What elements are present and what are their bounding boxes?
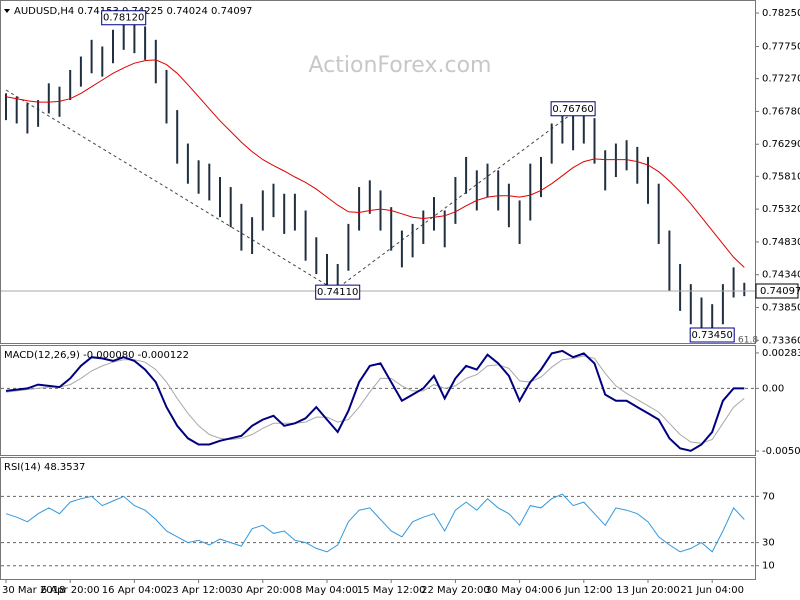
y-tick-label: 70	[762, 491, 775, 502]
y-tick-label: -0.005021	[762, 446, 800, 457]
menu-arrow	[4, 9, 10, 13]
indicator-line	[5, 493, 745, 553]
price-panel	[0, 0, 756, 344]
y-tick-label: 0.73360	[762, 335, 800, 346]
x-tick-label: 13 Jun 20:00	[616, 585, 680, 596]
y-tick-label: 0.77270	[762, 74, 800, 85]
x-tick-label: 15 May 12:00	[357, 585, 426, 596]
current-price-box	[755, 283, 799, 299]
x-tick-label: 30 Mar 2018	[2, 585, 65, 596]
y-tick-label: 0.77750	[762, 42, 800, 53]
y-tick-label: 0.00	[762, 383, 784, 394]
y-tick-label: 10	[762, 561, 775, 572]
y-tick-label: 0.76290	[762, 139, 800, 150]
y-tick-label: 0.76780	[762, 106, 800, 117]
x-tick-label: 23 Apr 12:00	[166, 585, 231, 596]
price-annotation-box	[550, 101, 596, 117]
y-tick-label: 0.75810	[762, 171, 800, 182]
price-annotation-box	[689, 327, 735, 343]
y-tick-label: 0.75320	[762, 204, 800, 215]
y-tick-label: 30	[762, 538, 775, 549]
indicator-line	[5, 349, 745, 452]
price-annotation: 0.73450	[692, 330, 733, 341]
fib-label: 61.8	[738, 336, 758, 346]
rsi-panel	[0, 457, 756, 580]
macd-title: MACD(12,26,9) -0.000080 -0.000122	[4, 350, 189, 361]
y-tick-label: 0.78250	[762, 8, 800, 19]
x-tick-label: 21 Jun 04:00	[680, 585, 744, 596]
moving-average	[5, 59, 745, 268]
price-annotation: 0.74110	[317, 287, 358, 298]
current-price-label: 0.74097	[760, 286, 800, 297]
y-tick-label: 0.002839	[762, 348, 800, 359]
x-tick-label: 6 Jun 12:00	[555, 585, 612, 596]
price-annotation-box	[101, 10, 147, 26]
x-tick-label: 6 Apr 20:00	[41, 585, 100, 596]
price-annotation-box	[315, 284, 361, 300]
x-tick-label: 16 Apr 04:00	[102, 585, 167, 596]
y-tick-label: 0.74340	[762, 270, 800, 281]
price-annotation: 0.78120	[103, 13, 144, 24]
x-tick-label: 30 Apr 20:00	[230, 585, 295, 596]
watermark: ActionForex.com	[309, 53, 492, 78]
y-tick-label: 0.74830	[762, 237, 800, 248]
price-annotation: 0.76760	[552, 104, 593, 115]
x-tick-label: 30 May 04:00	[485, 585, 554, 596]
x-tick-label: 22 May 20:00	[421, 585, 490, 596]
y-tick-label: 0.73850	[762, 303, 800, 314]
rsi-title: RSI(14) 48.3537	[4, 462, 85, 473]
x-tick-label: 8 May 04:00	[296, 585, 358, 596]
